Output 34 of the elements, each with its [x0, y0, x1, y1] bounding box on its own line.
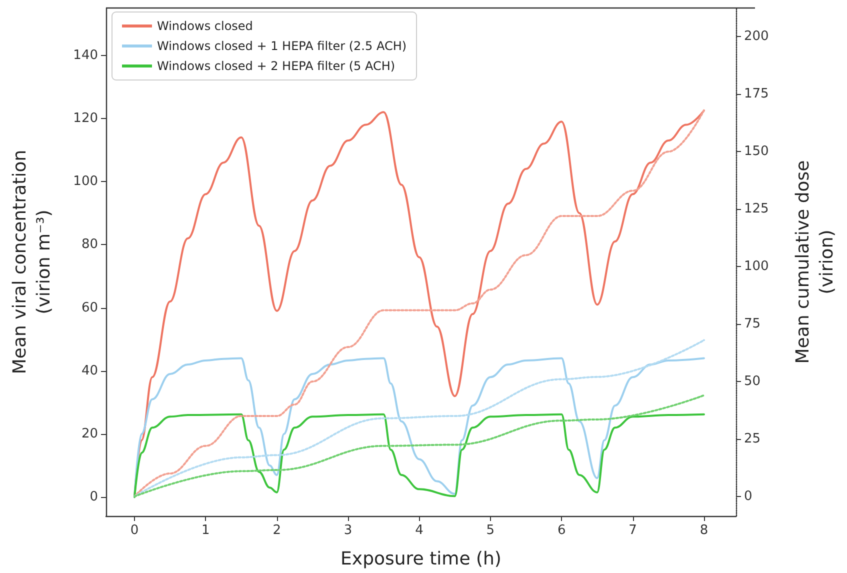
- y2-tick-label: 75: [744, 316, 761, 332]
- legend-label: Windows closed: [157, 19, 253, 33]
- y2-tick-label: 25: [744, 431, 761, 446]
- legend-label: Windows closed + 2 HEPA filter (5 ACH): [157, 59, 396, 73]
- y-tick-label: 80: [81, 237, 98, 252]
- y-tick-label: 0: [90, 490, 98, 505]
- y-tick-label: 40: [81, 363, 98, 378]
- x-tick-label: 7: [628, 523, 637, 538]
- y2-tick-label: 200: [744, 29, 769, 44]
- y2-tick-label: 0: [744, 488, 752, 504]
- legend-label: Windows closed + 1 HEPA filter (2.5 ACH): [157, 39, 407, 53]
- x-axis-title: Exposure time (h): [340, 548, 502, 570]
- y-tick-label: 60: [81, 300, 98, 316]
- x-tick-label: 5: [486, 523, 495, 538]
- y2-axis-title: Mean cumulative dose (virion): [792, 160, 838, 364]
- x-tick-label: 1: [202, 523, 210, 538]
- y2-tick-label: 100: [744, 259, 769, 274]
- line-series: [133, 394, 705, 498]
- y2-tick-label: 125: [744, 202, 769, 217]
- y-tick-label: 20: [81, 426, 98, 442]
- y-tick-label: 140: [73, 48, 98, 63]
- line-series: [133, 413, 705, 498]
- x-tick-label: 2: [272, 523, 281, 538]
- y2-tick-label: 175: [744, 86, 769, 102]
- y-axis-title: Mean viral concentration (virion m⁻³): [10, 150, 54, 374]
- x-tick-label: 8: [700, 523, 708, 538]
- x-tick-label: 6: [557, 523, 566, 538]
- y-tick-label: 100: [73, 174, 98, 190]
- x-tick-label: 0: [130, 523, 139, 538]
- x-tick-label: 4: [415, 523, 424, 538]
- y2-tick-label: 50: [744, 374, 761, 390]
- y-tick-label: 120: [73, 110, 98, 126]
- y2-tick-label: 150: [744, 144, 769, 160]
- x-tick-label: 3: [344, 523, 352, 538]
